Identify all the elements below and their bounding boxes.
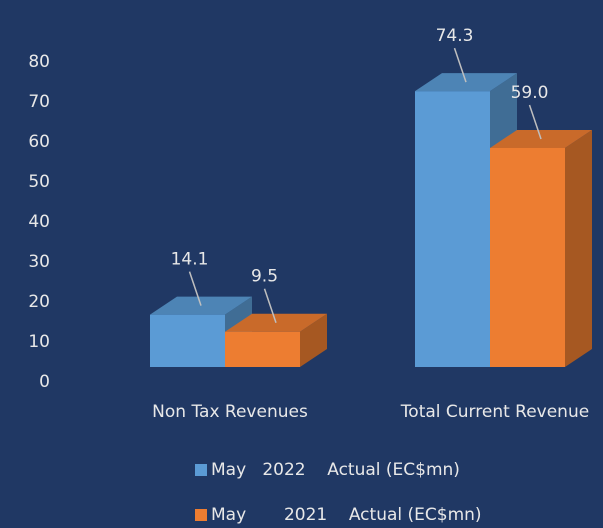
leader-line xyxy=(453,47,467,83)
y-tick-label: 20 xyxy=(28,292,50,312)
leader-line xyxy=(528,104,542,140)
y-tick-label: 40 xyxy=(28,212,50,232)
bar xyxy=(225,331,300,367)
legend-swatch xyxy=(195,509,207,521)
legend-label: May 2022 Actual (EC$mn) xyxy=(211,460,460,480)
value-label: 14.1 xyxy=(171,250,209,270)
y-tick-label: 50 xyxy=(28,172,50,192)
value-label: 59.0 xyxy=(511,83,549,103)
value-label: 74.3 xyxy=(436,26,474,46)
bar xyxy=(150,314,225,367)
value-label: 9.5 xyxy=(251,267,278,287)
leader-line xyxy=(188,271,202,306)
bar-side xyxy=(565,129,592,367)
legend-label: May 2021 Actual (EC$mn) xyxy=(211,505,482,525)
bar xyxy=(490,147,565,367)
x-tick-label: Non Tax Revenues xyxy=(152,402,308,422)
bar-side xyxy=(300,313,327,367)
x-tick-label: Total Current Revenue xyxy=(400,402,589,422)
y-tick-label: 60 xyxy=(28,132,50,152)
y-tick-label: 30 xyxy=(28,252,50,272)
y-tick-label: 70 xyxy=(28,92,50,112)
legend-swatch xyxy=(195,464,207,476)
y-tick-label: 80 xyxy=(28,52,50,72)
leader-line xyxy=(263,288,277,323)
bar xyxy=(415,91,490,367)
y-tick-label: 10 xyxy=(28,332,50,352)
y-tick-label: 0 xyxy=(39,372,50,392)
